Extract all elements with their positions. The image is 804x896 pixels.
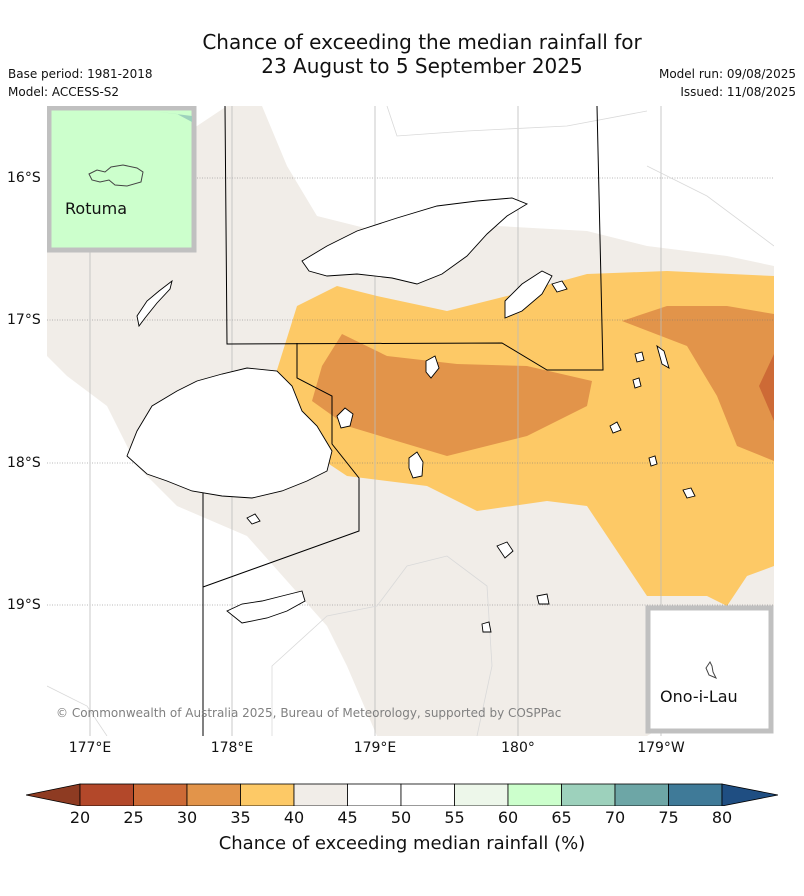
island-fulaga [682, 487, 696, 499]
island-beqa [246, 513, 261, 525]
island-lakeba [609, 421, 622, 434]
contour-sw [47, 685, 108, 736]
map-title: Chance of exceeding the median rainfall … [0, 30, 804, 78]
island-taveuni [504, 270, 553, 319]
island-nayau [648, 455, 658, 467]
colorbar-tick-20: 20 [69, 808, 91, 827]
island-kadavu [226, 590, 306, 624]
colorbar-tick-40: 40 [283, 808, 305, 827]
islands [126, 197, 696, 633]
title-line-1: Chance of exceeding the median rainfall … [202, 30, 642, 54]
probability-band-30-35-west [312, 334, 592, 456]
colorbar-cells [26, 783, 778, 806]
island-cicia [634, 351, 645, 363]
island-ovalau [336, 407, 354, 429]
island-gau [408, 451, 424, 479]
inset-rotuma [47, 106, 197, 253]
island-naitauba [632, 377, 642, 389]
colorbar-cell-70-75 [614, 783, 669, 806]
metadata-right: Model run: 09/08/2025 Issued: 11/08/2025 [659, 65, 796, 101]
model-name: Model: ACCESS-S2 [8, 85, 120, 99]
lon-label-179w: 179°W [637, 740, 685, 756]
lon-label-178e: 178°E [210, 740, 254, 756]
contour-north [386, 106, 648, 137]
model-run: Model run: 09/08/2025 [658, 67, 796, 81]
colorbar-tick-80: 80 [711, 808, 733, 827]
title-line-2: 23 August to 5 September 2025 [261, 54, 583, 78]
lat-label-17s: 17°S [7, 312, 41, 328]
colorbar-cell-20-25 [79, 783, 134, 806]
island-matuku [481, 621, 492, 633]
colorbar-tick-25: 25 [123, 808, 144, 827]
colorbar-cell-30-35 [186, 783, 241, 806]
lat-label-19s: 19°S [7, 597, 41, 613]
colorbar-tick-50: 50 [390, 808, 412, 827]
inset-label-rotuma: Rotuma [65, 199, 127, 218]
probability-band-30-35-east [622, 306, 774, 461]
colorbar-over-arrow [721, 783, 778, 806]
rainfall-map [47, 106, 774, 736]
island-totoya [536, 593, 550, 605]
colorbar-cell-45-50 [347, 783, 402, 806]
boundary-north [224, 106, 604, 371]
lon-label-180: 180° [501, 740, 535, 756]
colorbar-cell-60-65 [507, 783, 562, 806]
colorbar-tick-70: 70 [604, 808, 626, 827]
inset-ono-i-lau-frame [645, 605, 774, 734]
inset-rotuma-frame [47, 106, 197, 253]
colorbar [26, 783, 778, 806]
colorbar-cell-55-60 [454, 783, 509, 806]
metadata-left: Base period: 1981-2018 Model: ACCESS-S2 [8, 65, 153, 101]
colorbar-under-arrow [26, 783, 81, 806]
base-period: Base period: 1981-2018 [8, 67, 153, 81]
colorbar-tick-45: 45 [337, 808, 358, 827]
island-rabi [551, 280, 568, 293]
probability-band-35-40 [272, 271, 774, 606]
copyright-credit: © Commonwealth of Australia 2025, Bureau… [56, 706, 562, 720]
lon-label-177e: 177°E [68, 740, 112, 756]
inset-ono-i-lau [645, 605, 774, 734]
colorbar-cell-40-45 [293, 783, 348, 806]
island-viti-levu [126, 367, 333, 499]
island-moala [496, 541, 514, 559]
colorbar-cell-25-30 [133, 783, 188, 806]
colorbar-tick-75: 75 [658, 808, 679, 827]
lon-label-179e: 179°E [353, 740, 397, 756]
boundary-inner [202, 343, 360, 736]
colorbar-cell-75-80 [668, 783, 723, 806]
colorbar-tick-30: 30 [176, 808, 198, 827]
island-koro [425, 355, 440, 379]
colorbar-cell-35-40 [240, 783, 295, 806]
rotuma-island [88, 164, 144, 187]
contour-south [271, 555, 493, 736]
colorbar-tick-55: 55 [444, 808, 465, 827]
contour-ne [646, 165, 774, 247]
issued-date: Issued: 11/08/2025 [680, 85, 796, 99]
colorbar-tick-35: 35 [230, 808, 251, 827]
island-vanua-levu [301, 197, 529, 285]
inset-label-ono-i-lau: Ono-i-Lau [660, 687, 738, 706]
colorbar-cell-65-70 [561, 783, 616, 806]
inset-rotuma-corner-band [152, 111, 192, 122]
colorbar-label: Chance of exceeding median rainfall (%) [218, 833, 586, 854]
lat-label-16s: 16°S [7, 170, 41, 186]
probability-band-25-30 [759, 354, 774, 421]
colorbar-tick-60: 60 [497, 808, 519, 827]
island-yasawa [136, 279, 173, 328]
colorbar-tick-65: 65 [551, 808, 572, 827]
lat-label-18s: 18°S [7, 455, 41, 471]
ono-i-lau-island [705, 661, 718, 679]
contour-lines [47, 106, 774, 736]
island-vanuabalavu [656, 344, 670, 369]
colorbar-cell-50-55 [400, 783, 455, 806]
